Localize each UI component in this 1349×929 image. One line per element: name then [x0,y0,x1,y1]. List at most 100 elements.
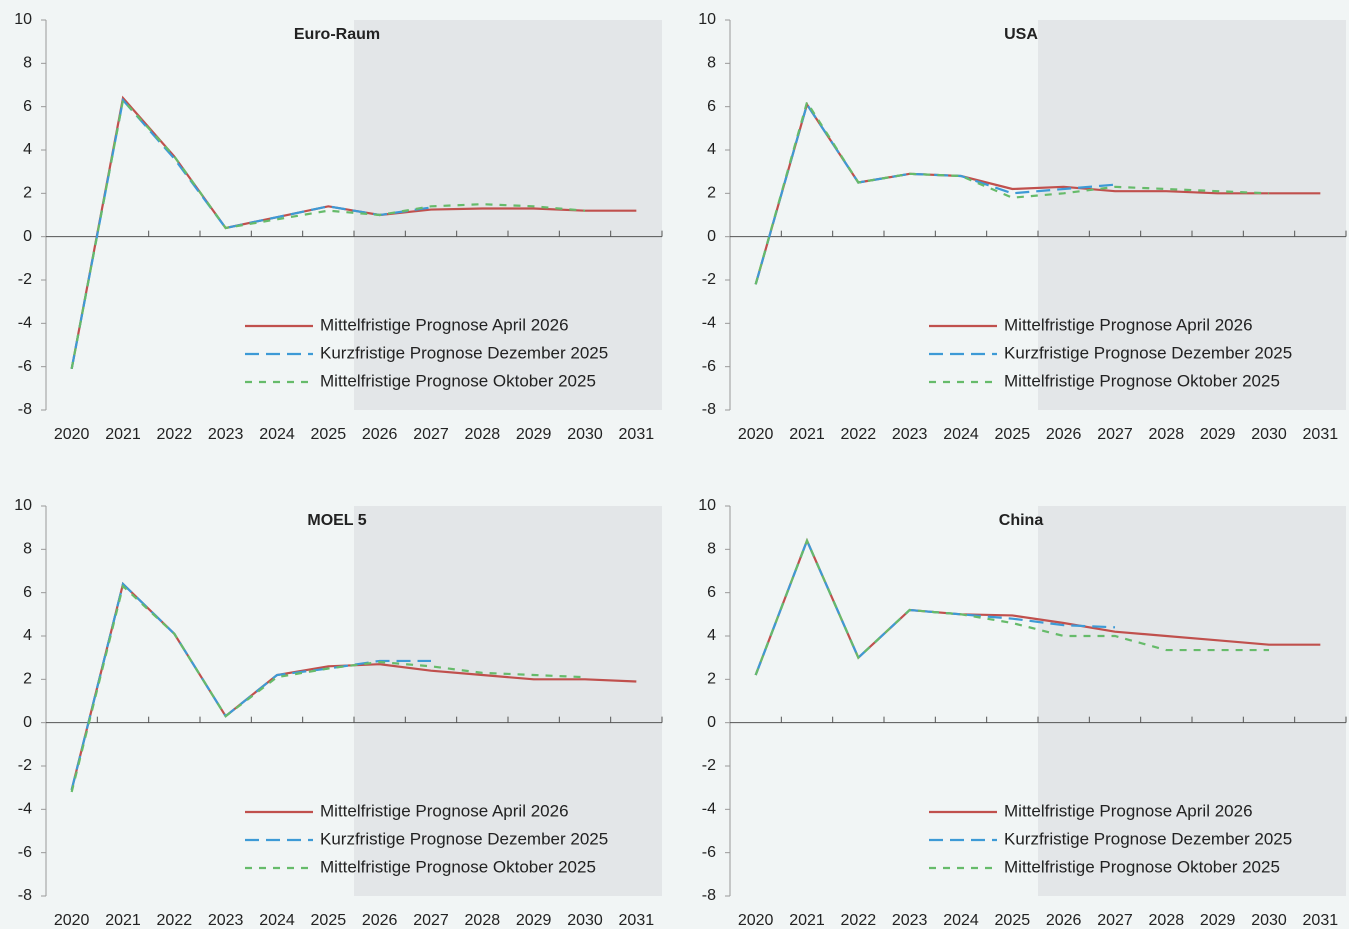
x-tick-label: 2031 [1303,912,1339,929]
y-tick-label: -8 [702,887,716,904]
series-line [754,537,1321,676]
legend-label: Kurzfristige Prognose Dezember 2025 [320,343,608,362]
legend-label: Mittelfristige Prognose April 2026 [320,801,569,820]
y-tick-label: 0 [23,228,32,245]
legend-label: Kurzfristige Prognose Dezember 2025 [320,829,608,848]
y-tick-label: 10 [698,11,716,28]
x-tick-label: 2024 [943,426,979,443]
y-tick-label: 10 [14,11,32,28]
x-tick-label: 2031 [619,426,655,443]
x-tick-label: 2025 [995,426,1031,443]
x-tick-label: 2030 [1251,426,1287,443]
x-tick-label: 2030 [1251,912,1287,929]
legend-label: Mittelfristige Prognose April 2026 [320,315,569,334]
y-tick-label: 10 [14,497,32,514]
y-tick-label: -2 [702,757,716,774]
x-tick-label: 2022 [841,426,877,443]
x-tick-label: 2021 [105,912,141,929]
x-tick-label: 2022 [841,912,877,929]
series-line [70,584,586,793]
x-tick-label: 2024 [943,912,979,929]
y-tick-label: 0 [23,714,32,731]
legend-label: Mittelfristige Prognose April 2026 [1004,801,1253,820]
x-tick-label: 2021 [105,426,141,443]
y-tick-label: -4 [18,801,32,818]
x-tick-label: 2029 [1200,912,1236,929]
chart-panel: -8 -6 -4 -2 0 2 4 6 8 10 2020 2021 2022 2023 2024 2025 2… [698,11,1347,443]
x-tick-label: 2021 [789,426,825,443]
legend-label: Mittelfristige Prognose Oktober 2025 [1004,857,1280,876]
y-tick-label: 4 [23,141,32,158]
series-line [754,99,1270,285]
x-tick-label: 2020 [54,426,90,443]
x-tick-label: 2028 [1149,426,1185,443]
forecast-shade [1038,20,1346,410]
y-tick-label: -6 [702,844,716,861]
x-tick-label: 2028 [1149,912,1185,929]
series-line [70,97,586,370]
x-tick-label: 2023 [892,426,928,443]
x-tick-label: 2023 [208,426,244,443]
x-tick-label: 2027 [1097,426,1133,443]
legend-label: Kurzfristige Prognose Dezember 2025 [1004,343,1292,362]
x-tick-label: 2022 [157,426,193,443]
y-tick-label: 2 [707,185,716,202]
x-tick-label: 2024 [259,426,295,443]
chart-title: USA [1004,26,1038,43]
chart-panel: -8 -6 -4 -2 0 2 4 6 8 10 2020 2021 2022 2023 2024 2025 2… [14,11,663,443]
x-tick-label: 2023 [892,912,928,929]
legend-label: Mittelfristige Prognose Oktober 2025 [320,857,596,876]
x-tick-label: 2030 [567,912,603,929]
forecast-shade [354,20,662,410]
y-tick-label: -6 [18,844,32,861]
y-tick-label: -8 [18,401,32,418]
y-tick-label: 6 [23,98,32,115]
y-tick-label: -2 [18,757,32,774]
x-tick-label: 2020 [738,912,774,929]
y-tick-label: 2 [23,671,32,688]
series-line [754,537,1269,676]
x-tick-label: 2022 [157,912,193,929]
x-tick-label: 2026 [362,426,398,443]
chart-title: Euro-Raum [294,26,380,43]
x-tick-label: 2024 [259,912,295,929]
y-tick-label: 0 [707,714,716,731]
y-tick-label: 4 [707,627,716,644]
y-tick-label: 6 [707,98,716,115]
x-tick-label: 2028 [465,426,501,443]
y-tick-label: 8 [23,55,32,72]
y-tick-label: 6 [707,584,716,601]
x-tick-label: 2027 [413,426,449,443]
y-tick-label: 2 [707,671,716,688]
chart-title: MOEL 5 [307,512,366,529]
x-tick-label: 2029 [516,912,552,929]
x-tick-label: 2029 [516,426,552,443]
y-tick-label: -4 [18,315,32,332]
y-tick-label: -4 [702,315,716,332]
x-tick-label: 2025 [995,912,1031,929]
legend-label: Kurzfristige Prognose Dezember 2025 [1004,829,1292,848]
y-tick-label: 8 [23,541,32,558]
legend-label: Mittelfristige Prognose Oktober 2025 [1004,371,1280,390]
y-tick-label: 0 [707,228,716,245]
forecast-shade [1038,506,1346,896]
series-line [754,101,1116,285]
x-tick-label: 2021 [789,912,825,929]
chart-panel: -8 -6 -4 -2 0 2 4 6 8 10 2020 2021 2022 2023 2024 2025 2… [698,497,1347,929]
y-tick-label: -8 [18,887,32,904]
y-tick-label: 8 [707,541,716,558]
y-tick-label: 2 [23,185,32,202]
y-tick-label: -2 [18,271,32,288]
x-tick-label: 2027 [1097,912,1133,929]
y-tick-label: 4 [23,627,32,644]
y-tick-label: -2 [702,271,716,288]
legend-label: Mittelfristige Prognose Oktober 2025 [320,371,596,390]
y-tick-label: 4 [707,141,716,158]
y-tick-label: -8 [702,401,716,418]
x-tick-label: 2028 [465,912,501,929]
y-tick-label: -6 [702,358,716,375]
x-tick-label: 2025 [311,426,347,443]
x-tick-label: 2020 [54,912,90,929]
